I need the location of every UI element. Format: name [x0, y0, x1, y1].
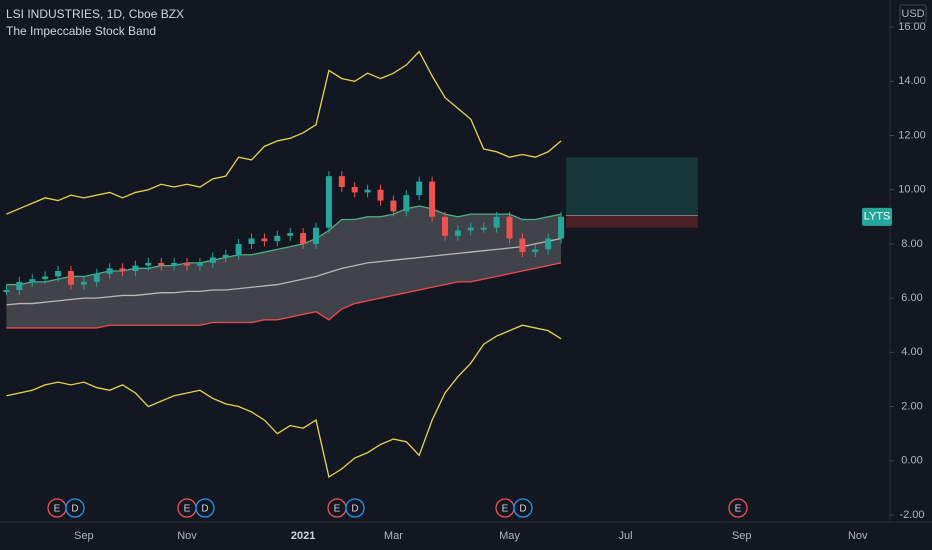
candle — [377, 189, 384, 201]
event-marker[interactable] — [195, 498, 215, 518]
candle — [29, 279, 36, 282]
series-line — [6, 50, 562, 215]
candle — [403, 195, 410, 212]
currency-box[interactable] — [899, 4, 927, 24]
candle — [274, 235, 281, 242]
candle — [106, 268, 113, 274]
price-label: LYTS — [864, 211, 891, 223]
candle — [545, 238, 552, 250]
candle — [93, 273, 100, 282]
candle — [261, 238, 268, 242]
y-tick-label: 0.00 — [901, 455, 922, 467]
event-label: D — [519, 504, 526, 515]
y-tick-label: 12.00 — [898, 129, 926, 141]
series-line — [6, 205, 562, 286]
position-loss — [566, 215, 698, 228]
y-tick-label: 2.00 — [901, 400, 922, 412]
event-label: E — [502, 504, 509, 515]
candle — [67, 271, 74, 285]
x-tick-label: Nov — [177, 530, 197, 542]
y-tick-label: -2.00 — [899, 509, 924, 521]
candle — [351, 187, 358, 193]
event-label: E — [54, 504, 61, 515]
candle — [480, 227, 487, 230]
candle — [506, 216, 513, 239]
candle — [119, 268, 126, 272]
y-tick-label: 16.00 — [898, 21, 926, 33]
price-label-box — [862, 207, 892, 226]
candle — [532, 249, 539, 253]
candle — [132, 265, 139, 272]
position-profit — [566, 157, 698, 216]
candle — [3, 290, 10, 292]
event-marker[interactable] — [345, 498, 365, 518]
band-fill — [6, 205, 562, 328]
candle — [209, 257, 216, 263]
x-tick-label: Mar — [384, 530, 403, 542]
candle — [364, 189, 371, 193]
event-label: D — [201, 504, 208, 515]
candle — [42, 276, 49, 280]
event-label: D — [71, 504, 78, 515]
currency[interactable]: USD — [901, 8, 924, 20]
candle — [184, 262, 191, 266]
candle — [313, 227, 320, 244]
y-tick-label: 4.00 — [901, 346, 922, 358]
event-label: E — [735, 504, 742, 515]
event-label: E — [334, 504, 341, 515]
candle — [16, 281, 23, 290]
x-tick-label: Nov — [848, 530, 868, 542]
y-tick-label: 14.00 — [898, 75, 926, 87]
candle — [158, 262, 165, 266]
x-tick-label: Sep — [74, 530, 94, 542]
x-tick-label: May — [499, 530, 520, 542]
candle — [493, 216, 500, 228]
y-tick-label: 6.00 — [901, 292, 922, 304]
candle — [196, 262, 203, 266]
plot — [3, 50, 698, 479]
event-marker[interactable] — [65, 498, 85, 518]
candle — [519, 238, 526, 253]
chart-subtitle: The Impeccable Stock Band — [6, 24, 156, 38]
candle — [248, 238, 255, 244]
series-line — [6, 237, 562, 306]
candle — [222, 254, 229, 258]
series-line — [6, 324, 562, 479]
event-label: E — [184, 504, 191, 515]
x-tick-label: 2021 — [291, 530, 315, 542]
y-tick-label: 8.00 — [901, 238, 922, 250]
candle — [55, 271, 62, 277]
event-label: D — [351, 504, 358, 515]
y-tick-label: 10.00 — [898, 184, 926, 196]
candle — [80, 281, 87, 285]
candle — [235, 243, 242, 255]
candle — [338, 176, 345, 188]
candle — [171, 262, 178, 266]
candle — [390, 200, 397, 212]
candle — [300, 233, 307, 244]
x-tick-label: Sep — [732, 530, 752, 542]
event-marker[interactable] — [728, 498, 748, 518]
candle — [558, 216, 565, 239]
chart-title: LSI INDUSTRIES, 1D, Cboe BZX — [6, 7, 184, 21]
candle — [442, 216, 448, 236]
candle — [145, 262, 152, 266]
candle — [467, 227, 474, 231]
candle — [454, 230, 461, 236]
series-line — [6, 262, 562, 329]
x-tick-label: Jul — [619, 530, 633, 542]
candle — [416, 181, 423, 196]
candle — [429, 181, 436, 217]
candle — [287, 233, 294, 236]
candle — [325, 176, 332, 228]
event-marker[interactable] — [513, 498, 533, 518]
